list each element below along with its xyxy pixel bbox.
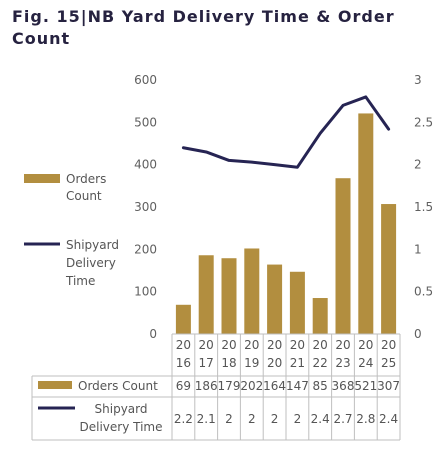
table-cell-delivery-time: 2 [248, 412, 256, 426]
bar-orders-count [381, 204, 397, 334]
right-axis-tick-label: 0 [414, 327, 422, 341]
table-cell-delivery-time: 2 [294, 412, 302, 426]
right-axis-tick-label: 1.5 [414, 200, 433, 214]
x-axis-category-label: 20 [358, 338, 373, 352]
left-axis-tick-label: 500 [134, 115, 157, 129]
left-axis-tick-label: 600 [134, 73, 157, 87]
right-axis-tick-label: 2.5 [414, 115, 433, 129]
table-row-label-orders: Orders Count [78, 379, 158, 393]
bar-orders-count [358, 113, 374, 335]
chart-title-line-1: Fig. 15|NB Yard Delivery Time & Order [12, 7, 395, 26]
bar-orders-count [175, 304, 191, 334]
legend-label-delivery-time: Shipyard [66, 238, 119, 252]
x-axis-category-label: 20 [267, 356, 282, 370]
right-axis-tick-label: 3 [414, 73, 422, 87]
legend-swatch-orders-count [24, 174, 60, 183]
bar-orders-count [198, 255, 214, 334]
left-axis-tick-label: 100 [134, 285, 157, 299]
x-axis-category-label: 20 [244, 338, 259, 352]
legend-label-delivery-time: Delivery [66, 256, 116, 270]
table-row-label-delivery: Shipyard [95, 402, 148, 416]
table-cell-orders-count: 179 [218, 379, 241, 393]
x-axis-category-label: 25 [381, 356, 396, 370]
right-axis-tick-label: 1 [414, 242, 422, 256]
table-cell-orders-count: 164 [263, 379, 286, 393]
table-cell-orders-count: 368 [332, 379, 355, 393]
left-axis-tick-label: 300 [134, 200, 157, 214]
legend-label-orders-count: Orders [66, 172, 106, 186]
table-cell-orders-count: 202 [240, 379, 263, 393]
x-axis-category-label: 20 [176, 338, 191, 352]
table-legend-swatch-orders [38, 381, 72, 389]
table-cell-delivery-time: 2.8 [356, 412, 375, 426]
table-cell-delivery-time: 2.4 [311, 412, 330, 426]
line-shipyard-delivery-time [181, 95, 391, 169]
table-cell-orders-count: 186 [195, 379, 218, 393]
table-cell-delivery-time: 2.4 [379, 412, 398, 426]
table-cell-orders-count: 69 [176, 379, 191, 393]
chart-title: Fig. 15|NB Yard Delivery Time & Order Co… [12, 6, 432, 50]
bar-orders-count [335, 178, 351, 334]
table-cell-delivery-time: 2.1 [197, 412, 216, 426]
table-cell-delivery-time: 2 [225, 412, 233, 426]
right-axis-tick-label: 0.5 [414, 285, 433, 299]
table-cell-orders-count: 307 [377, 379, 400, 393]
legend-label-orders-count: Count [66, 189, 102, 203]
chart-title-line-2: Count [12, 29, 71, 48]
x-axis-category-label: 21 [290, 356, 305, 370]
table-cell-delivery-time: 2 [271, 412, 279, 426]
x-axis-category-label: 20 [313, 338, 328, 352]
left-axis-tick-label: 400 [134, 158, 157, 172]
legend-label-delivery-time: Time [65, 274, 95, 288]
bar-orders-count [312, 298, 328, 334]
bar-orders-count [289, 271, 305, 334]
x-axis-category-label: 22 [313, 356, 328, 370]
x-axis-category-label: 23 [335, 356, 350, 370]
x-axis-category-label: 17 [199, 356, 214, 370]
x-axis-category-label: 19 [244, 356, 259, 370]
bar-orders-count [221, 258, 237, 334]
x-axis-category-label: 20 [335, 338, 350, 352]
table-row-label-delivery: Delivery Time [80, 420, 163, 434]
bar-orders-count [244, 248, 260, 334]
table-cell-orders-count: 85 [313, 379, 328, 393]
bar-orders-count [267, 264, 283, 334]
table-cell-orders-count: 147 [286, 379, 309, 393]
x-axis-category-label: 18 [221, 356, 236, 370]
table-cell-orders-count: 521 [354, 379, 377, 393]
x-axis-category-label: 20 [290, 338, 305, 352]
x-axis-category-label: 20 [381, 338, 396, 352]
table-cell-delivery-time: 2.7 [333, 412, 352, 426]
table-cell-delivery-time: 2.2 [174, 412, 193, 426]
x-axis-category-label: 16 [176, 356, 191, 370]
x-axis-category-label: 20 [221, 338, 236, 352]
x-axis-category-label: 20 [199, 338, 214, 352]
x-axis-category-label: 20 [267, 338, 282, 352]
x-axis-category-label: 24 [358, 356, 373, 370]
right-axis-tick-label: 2 [414, 158, 422, 172]
left-axis-tick-label: 0 [149, 327, 157, 341]
left-axis-tick-label: 200 [134, 242, 157, 256]
